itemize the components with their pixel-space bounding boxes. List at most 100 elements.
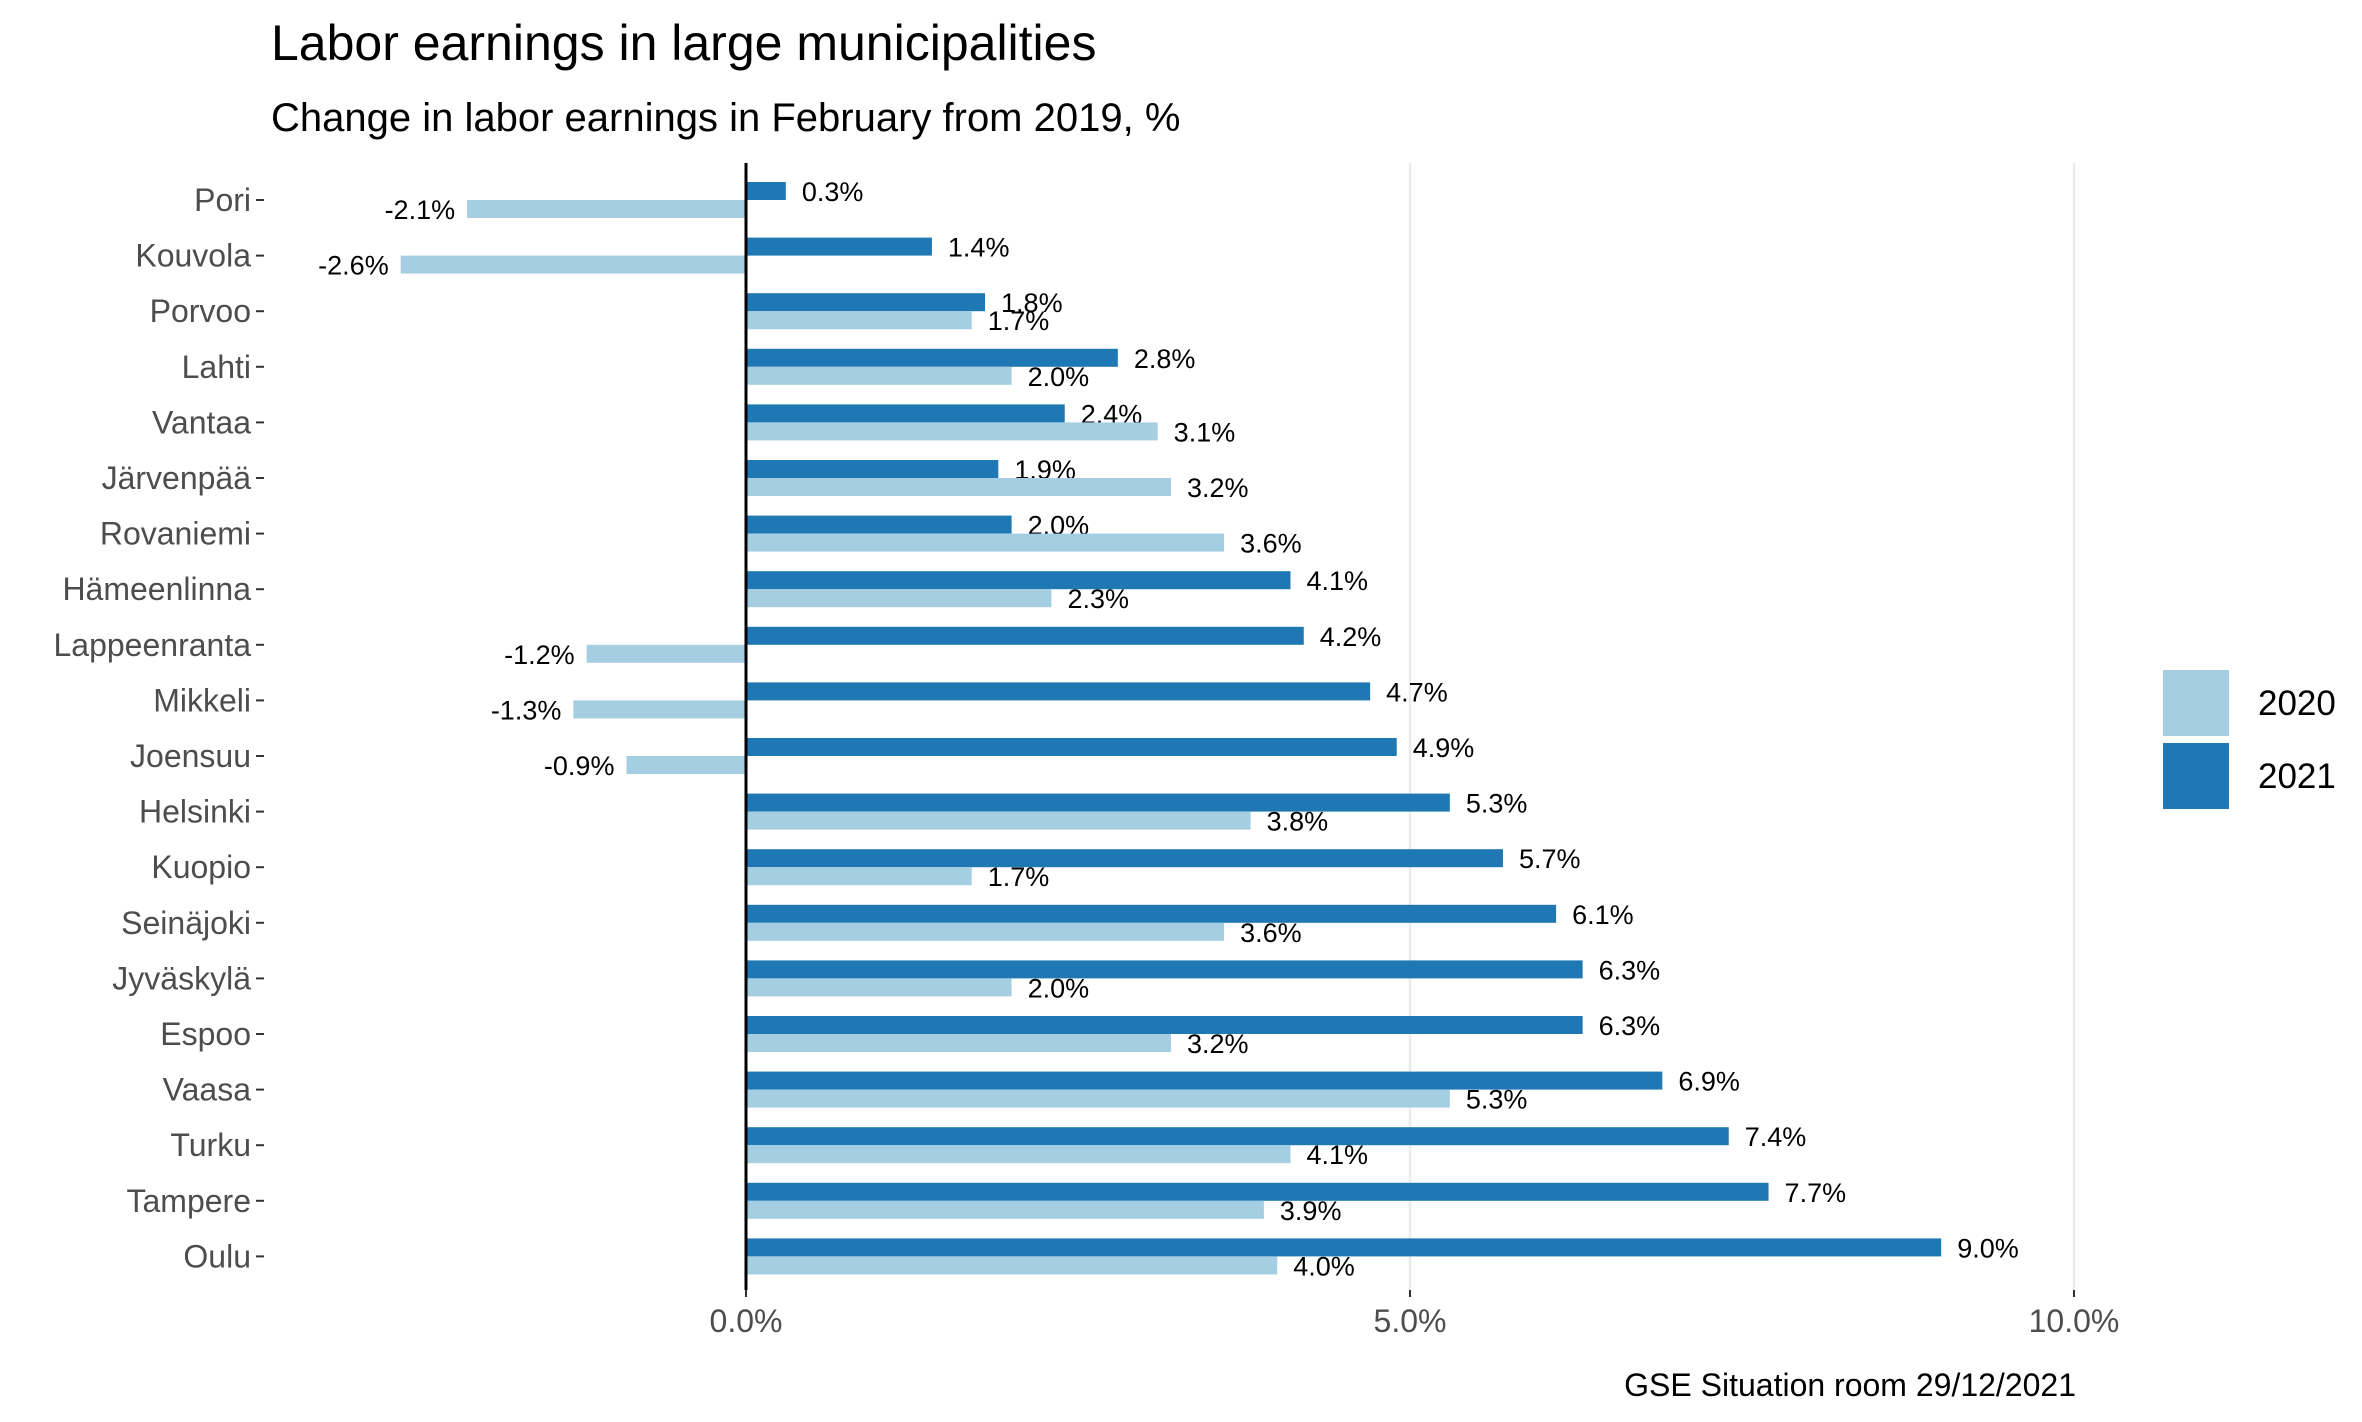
data-label-2020: -1.2% (504, 640, 575, 670)
bar-2021 (746, 960, 1583, 979)
legend-key-2021 (2163, 743, 2229, 809)
data-label-2021: 5.7% (1519, 844, 1581, 874)
data-label-2021: 4.1% (1306, 566, 1368, 596)
y-tick-label: Mikkeli (153, 682, 251, 718)
y-tick-label: Rovaniemi (100, 516, 251, 552)
y-axis: Pori Kouvola Porvoo Lahti Vantaa Järvenpää Rov… (53, 182, 264, 1274)
data-label-2020: 2.0% (1028, 362, 1090, 392)
bar-2021 (746, 1127, 1729, 1146)
data-label-2021: 6.3% (1599, 1011, 1661, 1041)
bar-2020 (746, 1145, 1291, 1164)
bar-2020 (467, 200, 746, 218)
bar-2020 (746, 478, 1171, 496)
data-label-2021: 6.3% (1599, 955, 1661, 985)
data-label-2021: 9.0% (1957, 1233, 2019, 1263)
data-label-2021: 7.7% (1785, 1178, 1847, 1208)
bar-2020 (746, 1034, 1171, 1052)
bar-2020 (746, 366, 1012, 385)
data-label-2021: 5.3% (1466, 789, 1528, 819)
legend-label-2020: 2020 (2258, 684, 2336, 723)
bar-2020 (746, 867, 972, 886)
bars-layer: 0.3%-2.1%1.4%-2.6%1.8%1.7%2.8%2.0%2.4%3.… (318, 177, 2019, 1281)
data-label-2020: 3.2% (1187, 1029, 1249, 1059)
x-axis: 0.0% 5.0% 10.0% (710, 1290, 2120, 1339)
data-label-2020: 2.3% (1067, 584, 1129, 614)
bar-2021 (746, 515, 1012, 534)
data-label-2021: 4.2% (1320, 622, 1382, 652)
bar-2020 (746, 1200, 1264, 1219)
bar-2020 (746, 1256, 1278, 1275)
y-tick-label: Oulu (183, 1238, 251, 1274)
data-label-2021: 1.4% (948, 233, 1010, 263)
y-tick-label: Lappeenranta (53, 627, 251, 663)
y-tick-label: Järvenpää (102, 460, 252, 496)
bar-2021 (746, 571, 1291, 590)
data-label-2021: 6.1% (1572, 900, 1634, 930)
data-label-2020: 4.0% (1293, 1251, 1355, 1281)
legend-key-2020 (2163, 670, 2229, 736)
y-tick-label: Espoo (160, 1016, 251, 1052)
x-tick-label: 10.0% (2029, 1303, 2120, 1339)
data-label-2020: 3.8% (1267, 807, 1329, 837)
y-tick-label: Turku (170, 1127, 251, 1163)
chart-subtitle: Change in labor earnings in February fro… (271, 96, 1180, 140)
data-label-2020: -1.3% (491, 695, 562, 725)
bar-2020 (746, 978, 1012, 997)
bar-2021 (746, 626, 1304, 645)
y-tick-label: Lahti (182, 349, 251, 385)
bar-2020 (746, 533, 1225, 552)
y-tick-label: Kouvola (135, 238, 251, 274)
bar-2020 (746, 589, 1052, 608)
legend-label-2021: 2021 (2258, 757, 2336, 796)
bar-2021 (746, 1238, 1942, 1257)
data-label-2021: 1.8% (1001, 288, 1063, 318)
data-label-2021: 6.9% (1678, 1067, 1740, 1097)
bar-2021 (746, 182, 786, 200)
x-tick-label: 5.0% (1374, 1303, 1447, 1339)
data-label-2020: 1.7% (988, 306, 1050, 336)
data-label-2021: 4.9% (1413, 733, 1475, 763)
bar-2020 (746, 811, 1251, 830)
y-tick-label: Joensuu (130, 738, 251, 774)
bar-2020 (746, 422, 1158, 441)
data-label-2021: 0.3% (802, 177, 864, 207)
bar-2021 (746, 460, 999, 478)
grid-layer (1408, 163, 2076, 1290)
y-tick-label: Jyväskylä (112, 960, 251, 996)
data-label-2020: 4.1% (1306, 1140, 1368, 1170)
data-label-2020: -2.6% (318, 251, 389, 281)
chart-title: Labor earnings in large municipalities (271, 15, 1096, 71)
bar-2021 (746, 682, 1371, 701)
bar-2020 (586, 644, 746, 663)
bar-2020 (746, 1089, 1450, 1108)
data-label-2020: 2.0% (1028, 973, 1090, 1003)
bar-2021 (746, 293, 986, 312)
data-label-2020: 3.2% (1187, 473, 1249, 503)
bar-2021 (746, 348, 1118, 367)
y-tick-label: Helsinki (139, 794, 251, 830)
bar-2020 (746, 311, 972, 330)
y-tick-label: Kuopio (151, 849, 251, 885)
bar-2021 (746, 1016, 1583, 1034)
bar-2021 (746, 904, 1557, 923)
bar-2020 (400, 255, 746, 274)
data-label-2020: 3.9% (1280, 1196, 1342, 1226)
y-tick-label: Vantaa (152, 404, 251, 440)
bar-2021 (746, 793, 1450, 812)
data-label-2020: 3.1% (1174, 417, 1236, 447)
bar-2021 (746, 1071, 1663, 1090)
y-tick-label: Tampere (127, 1183, 252, 1219)
data-label-2021: 4.7% (1386, 677, 1448, 707)
bar-2020 (626, 756, 746, 774)
bar-2021 (746, 1182, 1769, 1201)
y-tick-label: Pori (194, 182, 251, 218)
y-tick-label: Porvoo (150, 293, 251, 329)
data-label-2020: 1.7% (988, 862, 1050, 892)
legend: 2020 2021 (2163, 670, 2336, 809)
y-tick-label: Vaasa (163, 1072, 252, 1108)
y-tick-label: Seinäjoki (121, 905, 251, 941)
bar-2020 (746, 922, 1225, 941)
data-label-2020: 5.3% (1466, 1085, 1528, 1115)
